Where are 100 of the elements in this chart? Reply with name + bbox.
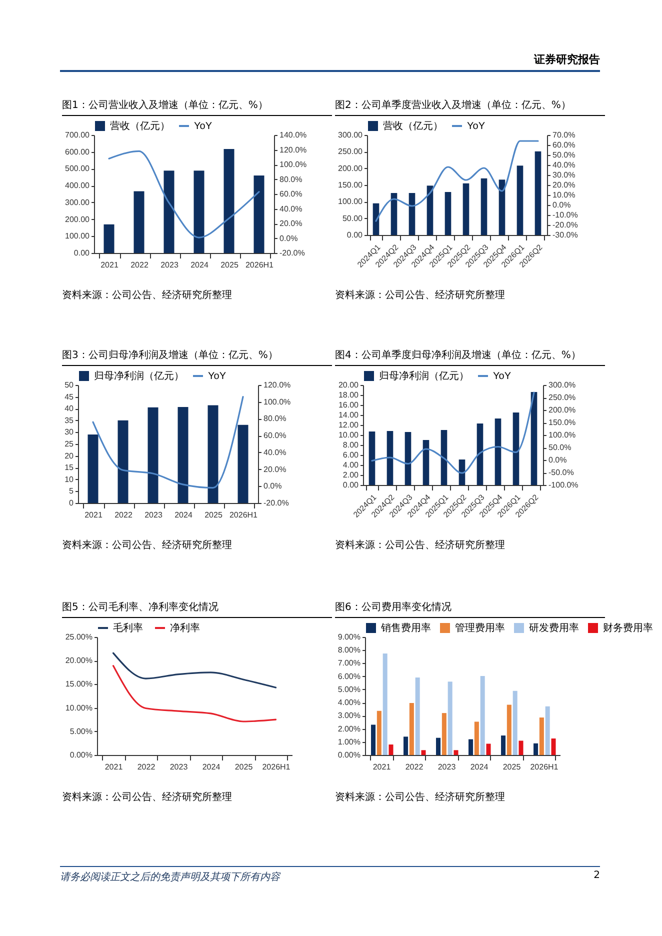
y-tick-label: 20.00%: [65, 656, 92, 666]
y2-tick-label: 250.0%: [548, 393, 576, 402]
bar: [408, 193, 416, 235]
y-tick-label: 12.00: [338, 420, 360, 430]
y-tick-label: 15: [64, 463, 74, 472]
bar: [518, 740, 524, 755]
y2-tick-label: 100.0%: [264, 397, 291, 406]
x-tick-label: 2026H1: [245, 260, 274, 270]
y-tick-label: 5.00%: [338, 684, 360, 694]
bar: [462, 183, 470, 235]
bar: [448, 682, 452, 755]
y-tick-label: 45: [64, 392, 74, 402]
y-tick-label: 0.00: [346, 230, 364, 240]
y-tick-label: 15.00%: [65, 680, 92, 689]
y-tick-label: 35: [64, 416, 74, 425]
legend-label: 毛利率: [113, 622, 143, 634]
x-tick-label: 2023: [438, 762, 456, 772]
bar: [474, 722, 479, 755]
bar: [371, 724, 376, 755]
y-tick-label: 7.00%: [338, 658, 360, 668]
text: 资料来源：公司公告、经济研究所整理: [62, 790, 232, 804]
y2-tick-label: 40.0%: [280, 204, 302, 214]
bar: [148, 407, 158, 503]
y2-tick-label: 50.0%: [552, 150, 576, 160]
y-tick-label: 25: [64, 440, 74, 448]
chart-title: 图2：公司单季度营业收入及增速（单位：亿元、%）: [335, 98, 605, 116]
y2-tick-label: -100.0%: [548, 480, 578, 490]
bar: [476, 424, 484, 485]
y-tick-label: 14.00: [338, 410, 360, 420]
y-tick-label: 2.00: [342, 470, 360, 480]
y-tick-label: 8.00: [342, 440, 360, 450]
x-tick-label: 2021: [104, 762, 124, 772]
y-tick-label: 8.00%: [338, 646, 360, 655]
y2-tick-label: 0.0%: [548, 456, 567, 464]
y2-tick-label: 300.0%: [548, 380, 576, 390]
x-tick-label: 2026H1: [262, 762, 291, 772]
y2-tick-label: -30.0%: [552, 230, 578, 240]
x-tick-label: 2021: [100, 260, 119, 270]
y2-tick-label: 80.0%: [264, 414, 286, 424]
x-tick-label: 2025: [502, 762, 522, 772]
y2-tick-label: -20.0%: [552, 220, 578, 230]
y2-tick-label: -50.0%: [548, 468, 574, 477]
legend-label: 销售费用率: [380, 622, 431, 634]
legend-label: 营收（亿元）: [383, 120, 443, 132]
bar: [409, 702, 414, 755]
y2-tick-label: 50.0%: [548, 443, 572, 452]
bar: [104, 224, 114, 253]
y-tick-label: 200.00: [338, 164, 364, 173]
y-tick-label: 2.00%: [338, 724, 360, 734]
x-tick-label: 2022: [405, 762, 424, 772]
y-tick-label: 0: [69, 498, 74, 508]
bar: [480, 676, 485, 755]
bar: [440, 430, 448, 485]
y2-tick-label: 60.0%: [264, 431, 286, 440]
bar: [480, 178, 488, 235]
y-tick-label: 9.00%: [338, 632, 360, 642]
bar: [506, 704, 512, 755]
y2-tick-label: 40.0%: [264, 448, 286, 457]
bar: [534, 151, 542, 235]
y-tick-label: 300.00: [65, 198, 90, 207]
line-series: [92, 396, 244, 489]
bar: [436, 738, 441, 755]
legend-label: YoY: [208, 371, 226, 382]
y-tick-label: 100.00: [338, 197, 364, 206]
y-tick-label: 6.00: [342, 450, 360, 460]
y2-tick-label: 20.0%: [264, 464, 286, 474]
bar: [404, 736, 408, 755]
y-tick-label: 20: [64, 451, 74, 460]
bar: [501, 735, 506, 755]
y-tick-label: 500.00: [65, 164, 90, 174]
y-tick-label: 3.00%: [338, 711, 360, 720]
bar: [118, 420, 128, 503]
y2-tick-label: 80.0%: [280, 174, 302, 184]
chart-title: 图6：公司费用率变化情况: [335, 600, 605, 618]
legend-label: YoY: [194, 121, 212, 132]
bar: [454, 750, 458, 755]
y-tick-label: 5: [69, 486, 74, 496]
y2-tick-label: 120.0%: [264, 380, 291, 390]
y-tick-label: 10.00: [338, 430, 360, 440]
y2-tick-label: 70.0%: [552, 130, 576, 140]
bar: [382, 654, 388, 755]
y2-tick-label: -20.0%: [280, 248, 305, 258]
y-tick-label: 200.00: [65, 214, 90, 224]
x-tick-label: 2022: [137, 762, 156, 772]
x-tick-label: 2026H1: [530, 762, 559, 772]
y-tick-label: 50: [64, 380, 74, 390]
y-tick-label: 16.00: [338, 400, 360, 410]
x-tick-label: 2024: [202, 762, 221, 772]
legend-label: 财务费用率: [603, 622, 653, 634]
bar: [534, 743, 538, 755]
bar: [224, 148, 234, 253]
legend-label: 净利率: [170, 622, 200, 634]
bar: [194, 170, 204, 253]
x-tick-label: 2025: [234, 762, 254, 772]
line-series: [371, 392, 535, 474]
y2-tick-label: 0.0%: [280, 234, 298, 243]
chart-title: 图1：公司营业收入及增速（单位：亿元、%）: [62, 98, 332, 116]
bar: [486, 744, 491, 755]
bar: [178, 406, 188, 503]
y-tick-label: 25.00%: [65, 632, 92, 642]
